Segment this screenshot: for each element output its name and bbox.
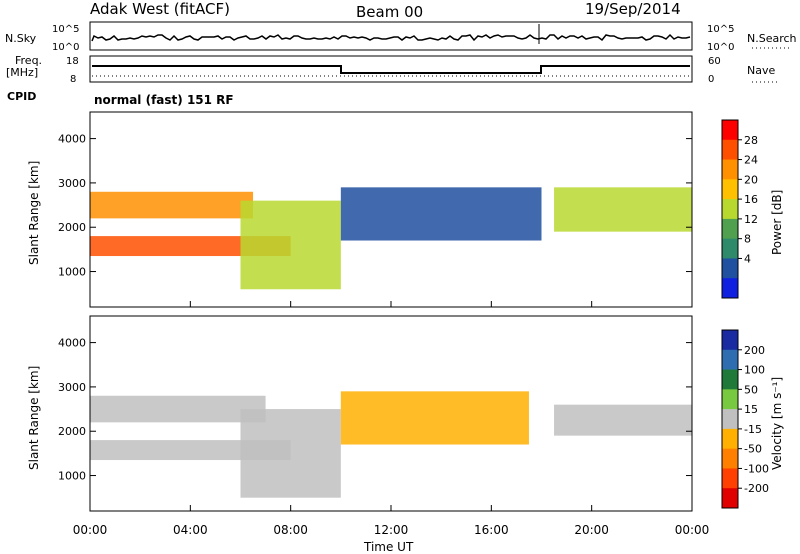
colorbar-tick-label: -15 [744, 423, 762, 436]
nave-tick-bottom: 0 [708, 74, 714, 85]
power-panel: 4000 3000 2000 1000 Slant Range [km] [27, 111, 693, 308]
velocity-cbar-label: Velocity [m s⁻¹] [770, 377, 784, 470]
noise-left-tick-top: 10^5 [52, 24, 79, 35]
colorbar-swatch [722, 369, 738, 390]
colorbar-tick-label: 50 [744, 383, 758, 396]
power-data [90, 187, 692, 290]
colorbar-frame [721, 329, 739, 509]
colorbar-tick-label: 100 [744, 364, 765, 377]
colorbar-tick-label: 15 [744, 403, 758, 416]
freq-label-2: [MHz] [6, 66, 38, 79]
noise-right-label: N.Search [747, 32, 797, 45]
velocity-band [90, 395, 266, 423]
x-tick-label: 00:00 [73, 523, 108, 537]
velocity-band [340, 391, 529, 445]
colorbar-tick-label: 28 [744, 134, 758, 147]
colorbar-swatch [722, 488, 738, 509]
colorbar-swatch [722, 389, 738, 410]
colorbar-tick-label: 200 [744, 344, 765, 357]
colorbar-tick-label: -100 [744, 462, 769, 475]
colorbar-swatch [722, 238, 738, 259]
y-tick-label: 2000 [58, 425, 86, 438]
noise-right-tick-bottom: 10^0 [707, 42, 734, 53]
x-tick-label: 12:00 [374, 523, 409, 537]
y-tick-label: 3000 [58, 381, 86, 394]
noise-left-tick-bottom: 10^0 [52, 42, 79, 53]
colorbar-swatch [722, 159, 738, 180]
beam-title: Beam 00 [356, 3, 423, 21]
colorbar-swatch [722, 448, 738, 469]
freq-tick-top: 18 [66, 56, 79, 67]
colorbar-swatch [722, 409, 738, 430]
power-colorbar: 28 24 20 16 12 8 4 [721, 119, 758, 299]
frequency-line [92, 65, 690, 74]
power-cbar-label: Power [dB] [770, 190, 784, 255]
frequency-panel: Freq. [MHz] 18 8 60 0 Nave [6, 54, 780, 85]
colorbar-swatch [722, 349, 738, 371]
y-tick-label: 3000 [58, 177, 86, 190]
colorbar-swatch [722, 278, 738, 299]
colorbar-tick-label: -50 [744, 443, 762, 456]
colorbar-tick-label: -200 [744, 482, 769, 495]
freq-label-1: Freq. [15, 54, 42, 67]
power-ylabel: Slant Range [km] [27, 161, 41, 265]
power-band [554, 187, 692, 232]
colorbar-swatch [722, 139, 738, 161]
mode-label: normal (fast) 151 RF [94, 93, 234, 107]
colorbar-tick-label: 12 [744, 213, 758, 226]
nave-tick-top: 60 [708, 56, 721, 67]
velocity-panel: 4000 3000 2000 1000 Slant Range [km] [27, 315, 693, 512]
colorbar-tick-label: 24 [744, 154, 758, 167]
x-tick-label: 08:00 [273, 523, 308, 537]
colorbar-tick-label: 4 [744, 252, 751, 265]
xaxis-label: Time UT [363, 540, 414, 554]
colorbar-tick-label: 20 [744, 173, 758, 186]
y-tick-label: 1000 [58, 470, 86, 483]
freq-tick-bottom: 8 [70, 74, 76, 85]
velocity-data [90, 391, 692, 498]
velocity-band [240, 409, 341, 498]
velocity-band [554, 404, 692, 436]
power-band [340, 187, 542, 241]
colorbar-swatch [722, 199, 738, 220]
colorbar-swatch [722, 258, 738, 279]
colorbar-swatch [722, 330, 738, 351]
colorbar-swatch [722, 218, 738, 240]
velocity-ylabel: Slant Range [km] [27, 366, 41, 470]
date-title: 19/Sep/2014 [585, 0, 681, 18]
colorbar-swatch [722, 468, 738, 489]
colorbar-frame [721, 119, 739, 299]
y-tick-label: 4000 [58, 133, 86, 146]
cpid-label: CPID [7, 90, 36, 103]
power-band [240, 200, 341, 290]
noise-panel: N.Sky 10^5 10^0 10^5 10^0 N.Search [5, 21, 797, 53]
colorbar-swatch [722, 179, 738, 200]
x-tick-label: 16:00 [474, 523, 509, 537]
station-title: Adak West (fitACF) [90, 0, 230, 18]
velocity-colorbar: 200 100 50 15 -15 -50 -100 -200 [721, 329, 769, 509]
x-tick-label: 20:00 [574, 523, 609, 537]
colorbar-tick-label: 16 [744, 193, 758, 206]
y-tick-label: 1000 [58, 266, 86, 279]
x-tick-label: 00:00 [675, 523, 710, 537]
y-tick-label: 2000 [58, 221, 86, 234]
colorbar-swatch [722, 428, 738, 450]
colorbar-tick-label: 8 [744, 233, 751, 246]
nave-label: Nave [747, 64, 775, 77]
x-tick-label: 04:00 [173, 523, 208, 537]
noise-left-label: N.Sky [5, 32, 37, 45]
time-axis: 00:00 04:00 08:00 12:00 16:00 20:00 00:00 [73, 301, 710, 537]
power-band [90, 191, 254, 219]
noise-right-tick-top: 10^5 [707, 24, 734, 35]
colorbar-swatch [722, 120, 738, 141]
y-tick-label: 4000 [58, 337, 86, 350]
noise-line [91, 33, 691, 42]
